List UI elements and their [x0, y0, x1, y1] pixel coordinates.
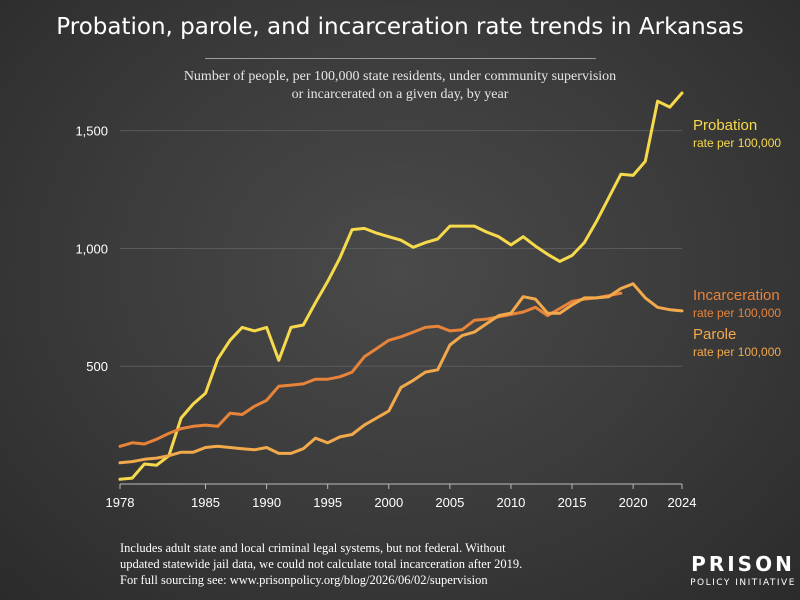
probation-sublabel: rate per 100,000 [693, 136, 781, 150]
incarceration-line [118, 291, 623, 448]
x-tick-label-2000: 2000 [374, 495, 403, 510]
chart-subtitle: Number of people, per 100,000 state resi… [183, 69, 617, 102]
footnote-line-2: updated statewide jail data, we could no… [120, 557, 523, 571]
series-labels: Probation rate per 100,000 Incarceration… [693, 117, 781, 359]
probation-label: Probation [693, 117, 757, 134]
incarceration-sublabel: rate per 100,000 [693, 306, 781, 320]
series-lines [118, 91, 684, 481]
y-tick-label-1500: 1,500 [75, 124, 108, 139]
x-tick-label-2020: 2020 [619, 495, 648, 510]
prison-policy-logo: PRISON POLICY INITIATIVE [690, 552, 796, 588]
line-chart: 500 1,000 1,500 1978 1985 1990 1995 2000 2005 20… [75, 91, 782, 510]
x-tick-label-2005: 2005 [435, 495, 464, 510]
y-tick-label-1000: 1,000 [75, 241, 108, 256]
x-tick-label-1995: 1995 [313, 495, 342, 510]
x-tick-label-1978: 1978 [106, 495, 135, 510]
grid-lines [120, 130, 682, 367]
y-axis-tick-labels: 500 1,000 1,500 [75, 124, 108, 375]
logo-line-1: PRISON [691, 552, 795, 576]
x-tick-label-2010: 2010 [496, 495, 525, 510]
footnote: Includes adult state and local criminal … [120, 540, 600, 588]
x-tick-label-2015: 2015 [558, 495, 587, 510]
x-tick-label-2024: 2024 [668, 495, 697, 510]
footnote-line-1: Includes adult state and local criminal … [120, 541, 506, 555]
y-tick-label-500: 500 [86, 359, 108, 374]
incarceration-label: Incarceration [693, 287, 780, 304]
chart-title: Probation, parole, and incarceration rat… [56, 14, 744, 40]
x-tick-label-1985: 1985 [191, 495, 220, 510]
footnote-line-3: For full sourcing see: www.prisonpolicy.… [120, 573, 488, 587]
parole-label: Parole [693, 326, 736, 343]
x-tick-label-1990: 1990 [252, 495, 281, 510]
x-axis-tick-labels: 1978 1985 1990 1995 2000 2005 2010 2015 2020 2024 [106, 484, 697, 510]
parole-line [118, 282, 684, 465]
probation-line [118, 91, 684, 481]
title-divider [205, 58, 596, 59]
logo-line-2: POLICY INITIATIVE [690, 578, 796, 588]
parole-sublabel: rate per 100,000 [693, 345, 781, 359]
